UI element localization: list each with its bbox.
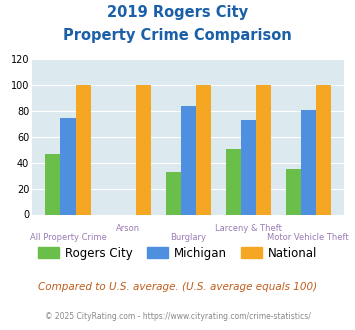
Bar [136,85,151,214]
Text: © 2025 CityRating.com - https://www.cityrating.com/crime-statistics/: © 2025 CityRating.com - https://www.city… [45,312,310,321]
Bar [181,106,196,214]
Text: 2019 Rogers City: 2019 Rogers City [107,5,248,20]
Text: Burglary: Burglary [170,233,206,242]
Bar [226,148,241,214]
Text: Compared to U.S. average. (U.S. average equals 100): Compared to U.S. average. (U.S. average … [38,282,317,292]
Text: Motor Vehicle Theft: Motor Vehicle Theft [267,233,349,242]
Bar [60,117,76,214]
Text: Property Crime Comparison: Property Crime Comparison [63,28,292,43]
Bar [256,85,271,214]
Bar [241,120,256,214]
Text: Larceny & Theft: Larceny & Theft [215,224,282,233]
Text: Arson: Arson [116,224,140,233]
Bar [286,169,301,214]
Bar [316,85,331,214]
Legend: Rogers City, Michigan, National: Rogers City, Michigan, National [33,242,322,264]
Bar [76,85,91,214]
Text: All Property Crime: All Property Crime [29,233,106,242]
Bar [301,110,316,214]
Bar [196,85,211,214]
Bar [45,154,60,214]
Bar [166,172,181,214]
